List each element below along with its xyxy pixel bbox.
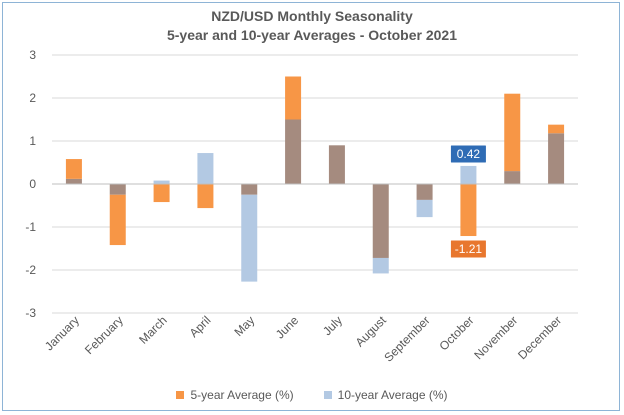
bar-10yr: [460, 165, 477, 184]
bar-10yr: [153, 180, 170, 184]
data-label: -1.21: [449, 239, 487, 259]
y-tick-label: -2: [25, 263, 36, 277]
x-tick-label: October: [436, 313, 476, 353]
bar-overlap: [109, 184, 126, 195]
svg-text:0.42: 0.42: [457, 147, 481, 161]
x-tick-label: May: [231, 313, 257, 339]
bar-5yr: [153, 184, 170, 203]
x-tick-label: April: [187, 313, 214, 340]
x-tick-label: August: [353, 313, 390, 350]
legend-item-10yr: 10-year Average (%): [323, 388, 448, 402]
x-tick-label: July: [320, 313, 345, 338]
legend-swatch-5yr: [176, 391, 185, 399]
y-tick-label: -1: [25, 220, 36, 234]
svg-text:-1.21: -1.21: [455, 242, 483, 256]
x-tick-label: December: [515, 313, 564, 362]
bars: [65, 76, 565, 282]
chart-frame: [2, 2, 620, 411]
y-tick-label: 2: [29, 91, 36, 105]
chart-subtitle: 5-year and 10-year Averages - October 20…: [166, 27, 457, 43]
bar-excess: [65, 159, 82, 179]
legend-swatch-10yr: [323, 391, 332, 399]
bar-overlap: [416, 184, 433, 200]
bar-overlap: [548, 133, 565, 184]
bar-excess: [416, 199, 433, 218]
bar-overlap: [241, 184, 258, 195]
x-tick-label: September: [381, 313, 432, 364]
x-tick-label: March: [136, 313, 169, 346]
bar-excess: [109, 194, 126, 246]
y-axis: 3 2 1 0 -1 -2 -3: [25, 48, 36, 320]
x-tick-label: November: [471, 313, 520, 362]
x-tick-label: June: [273, 313, 302, 342]
bar-overlap: [328, 145, 345, 184]
legend-label-10yr: 10-year Average (%): [337, 388, 448, 402]
annotations: 0.42 -1.21: [449, 144, 487, 259]
bar-excess: [504, 93, 521, 172]
bar-overlap: [372, 184, 389, 258]
bar-overlap: [285, 119, 302, 184]
y-tick-label: 1: [29, 134, 36, 148]
chart-title: NZD/USD Monthly Seasonality: [211, 8, 413, 24]
x-tick-label: February: [82, 313, 126, 357]
bar-5yr: [460, 184, 477, 237]
legend-item-5yr: 5-year Average (%): [176, 388, 294, 402]
legend: 5-year Average (%) 10-year Average (%): [0, 388, 624, 402]
bar-10yr: [197, 153, 214, 184]
bar-excess: [241, 194, 258, 282]
y-tick-label: -3: [25, 306, 36, 320]
x-tick-label: January: [42, 313, 82, 353]
bar-excess: [548, 124, 565, 134]
bar-excess: [285, 76, 302, 120]
data-label: 0.42: [449, 144, 487, 164]
y-tick-label: 0: [29, 177, 36, 191]
bar-overlap: [65, 178, 82, 184]
bar-overlap: [504, 171, 521, 184]
y-tick-label: 3: [29, 48, 36, 62]
bar-excess: [372, 257, 389, 274]
legend-label-5yr: 5-year Average (%): [190, 388, 294, 402]
bar-5yr: [197, 184, 214, 209]
